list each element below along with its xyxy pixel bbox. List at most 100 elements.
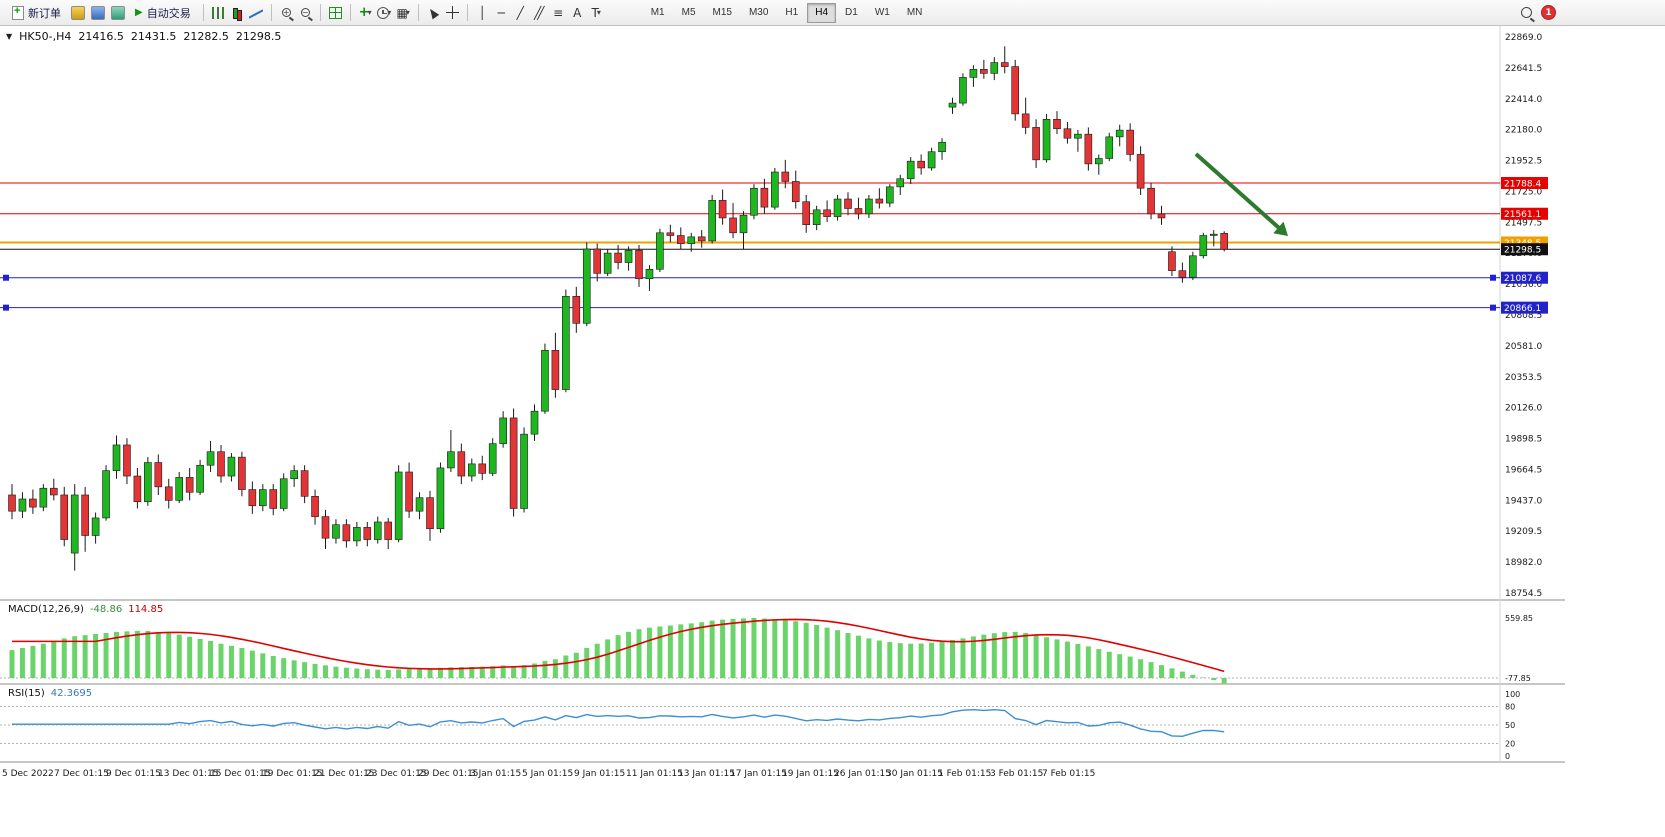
crosshair-button[interactable] — [444, 3, 461, 23]
svg-text:-77.85: -77.85 — [1505, 674, 1531, 683]
bar-chart-icon — [211, 6, 225, 19]
new-order-button[interactable]: 新订单 — [6, 2, 67, 24]
tile-windows-button[interactable] — [327, 3, 344, 23]
chevron-down-icon: ▾ — [405, 8, 410, 17]
trendline-icon: ╱ — [516, 5, 524, 20]
svg-text:21298.5: 21298.5 — [1504, 246, 1541, 256]
bar-chart-button[interactable] — [210, 3, 227, 23]
navigator-icon[interactable] — [111, 5, 125, 20]
svg-text:20126.0: 20126.0 — [1505, 404, 1542, 414]
svg-text:19 Jan 01:15: 19 Jan 01:15 — [782, 769, 839, 779]
ohlc-low: 21282.5 — [183, 30, 229, 43]
svg-text:21725.0: 21725.0 — [1505, 187, 1542, 197]
timeframe-m15-button[interactable]: M15 — [705, 3, 740, 23]
svg-text:22414.0: 22414.0 — [1505, 95, 1542, 105]
timeframe-m30-button[interactable]: M30 — [741, 3, 776, 23]
timeframe-h1-button[interactable]: H1 — [777, 3, 806, 23]
svg-text:9 Dec 01:15: 9 Dec 01:15 — [106, 769, 161, 779]
indicators-button[interactable]: + ▾ — [357, 3, 374, 23]
timeframe-d1-button[interactable]: D1 — [837, 3, 866, 23]
macd-signal-value: 114.85 — [128, 604, 164, 615]
svg-text:19898.5: 19898.5 — [1505, 435, 1542, 445]
zoom-in-button[interactable]: + — [278, 3, 295, 23]
new-order-icon — [12, 5, 24, 20]
toolbar-separator — [319, 4, 321, 21]
chart-canvas[interactable]: 22869.0 22641.5 22414.0 22180.0 21952.5 21725… — [0, 26, 1665, 837]
svg-text:9 Jan 01:15: 9 Jan 01:15 — [574, 769, 625, 779]
timeframe-group: M1 M5 M15 M30 H1 H4 D1 W1 MN — [643, 2, 931, 23]
vertical-line-button[interactable]: │ — [474, 3, 491, 23]
line-chart-button[interactable] — [248, 3, 265, 23]
line-chart-icon — [249, 7, 263, 19]
text-tool-icon: A — [573, 5, 582, 20]
periods-button[interactable]: ▾ — [376, 3, 393, 23]
template-icon: ▦ — [396, 5, 408, 20]
svg-text:20581.0: 20581.0 — [1505, 342, 1542, 352]
trendline-button[interactable]: ╱ — [512, 3, 529, 23]
autotrading-label: 自动交易 — [146, 7, 191, 20]
svg-text:20866.1: 20866.1 — [1504, 304, 1541, 314]
svg-text:21036.0: 21036.0 — [1505, 280, 1542, 290]
svg-text:23 Dec 01:15: 23 Dec 01:15 — [366, 769, 427, 779]
label-tool-button[interactable]: T ▾ — [588, 3, 605, 23]
svg-text:22641.5: 22641.5 — [1505, 64, 1542, 74]
fibonacci-icon: ≡ — [553, 5, 564, 20]
autotrading-play-icon: ▶ — [135, 7, 143, 18]
svg-text:21497.5: 21497.5 — [1505, 218, 1542, 228]
svg-text:18754.5: 18754.5 — [1505, 589, 1542, 599]
svg-text:21788.4: 21788.4 — [1504, 180, 1541, 190]
timeframe-w1-button[interactable]: W1 — [867, 3, 898, 23]
autotrading-button[interactable]: ▶ 自动交易 — [129, 2, 197, 24]
toolbar-right-group: 1 — [1521, 5, 1659, 20]
label-tool-icon: T — [591, 5, 599, 20]
timeframe-m5-button[interactable]: M5 — [674, 3, 704, 23]
svg-text:26 Jan 01:15: 26 Jan 01:15 — [834, 769, 891, 779]
timeframe-m1-button[interactable]: M1 — [643, 3, 673, 23]
new-order-label: 新订单 — [28, 7, 61, 20]
svg-text:559.85: 559.85 — [1505, 614, 1533, 623]
text-tool-button[interactable]: A — [569, 3, 586, 23]
collapse-icon[interactable]: ▼ — [6, 32, 13, 41]
zoom-out-icon: − — [300, 7, 310, 17]
toolbar-separator — [270, 4, 272, 21]
svg-text:20353.5: 20353.5 — [1505, 373, 1542, 383]
channel-icon: ╱╱ — [533, 5, 545, 20]
svg-text:13 Dec 01:15: 13 Dec 01:15 — [158, 769, 219, 779]
svg-text:13 Jan 01:15: 13 Jan 01:15 — [678, 769, 735, 779]
svg-text:18982.0: 18982.0 — [1505, 558, 1542, 568]
toolbar-separator — [202, 4, 204, 21]
svg-text:19664.5: 19664.5 — [1505, 465, 1542, 475]
chart-area: 22869.0 22641.5 22414.0 22180.0 21952.5 21725… — [0, 26, 1665, 837]
macd-label: MACD(12,26,9) -48.86 114.85 — [8, 604, 163, 615]
svg-text:22869.0: 22869.0 — [1505, 33, 1542, 43]
notification-badge[interactable]: 1 — [1541, 5, 1556, 20]
fibonacci-button[interactable]: ≡ — [550, 3, 567, 23]
channel-button[interactable]: ╱╱ — [531, 3, 548, 23]
horizontal-line-button[interactable]: ─ — [493, 3, 510, 23]
candlestick-chart-icon — [231, 6, 244, 21]
svg-text:5 Dec 2022: 5 Dec 2022 — [2, 769, 54, 779]
rsi-label: RSI(15) 42.3695 — [8, 688, 92, 699]
search-icon[interactable] — [1521, 7, 1532, 18]
ohlc-close: 21298.5 — [235, 30, 282, 43]
timeframe-h4-button[interactable]: H4 — [807, 2, 837, 23]
zoom-in-icon: + — [281, 7, 291, 17]
candlestick-chart-button[interactable] — [229, 3, 246, 23]
svg-text:21561.1: 21561.1 — [1504, 210, 1541, 220]
zoom-out-button[interactable]: − — [297, 3, 314, 23]
market-watch-icon[interactable] — [71, 5, 85, 20]
toolbar: 新订单 ▶ 自动交易 + − +▾ ▾ ▦▾ │ ─ ╱ ╱╱ ≡ A T▾ M… — [0, 0, 1665, 26]
cursor-button[interactable] — [425, 3, 442, 23]
timeframe-mn-button[interactable]: MN — [899, 3, 931, 23]
templates-button[interactable]: ▦ ▾ — [395, 3, 412, 23]
vertical-line-icon: │ — [478, 5, 486, 20]
svg-text:3 Jan 01:15: 3 Jan 01:15 — [470, 769, 521, 779]
svg-text:21 Dec 01:15: 21 Dec 01:15 — [314, 769, 375, 779]
data-window-icon[interactable] — [91, 5, 105, 20]
horizontal-line-icon: ─ — [497, 5, 505, 20]
svg-text:19 Dec 01:15: 19 Dec 01:15 — [262, 769, 323, 779]
svg-text:3 Feb 01:15: 3 Feb 01:15 — [990, 769, 1043, 779]
svg-text:1 Feb 01:15: 1 Feb 01:15 — [938, 769, 991, 779]
svg-text:21087.6: 21087.6 — [1504, 274, 1541, 284]
tile-windows-icon — [328, 6, 342, 19]
